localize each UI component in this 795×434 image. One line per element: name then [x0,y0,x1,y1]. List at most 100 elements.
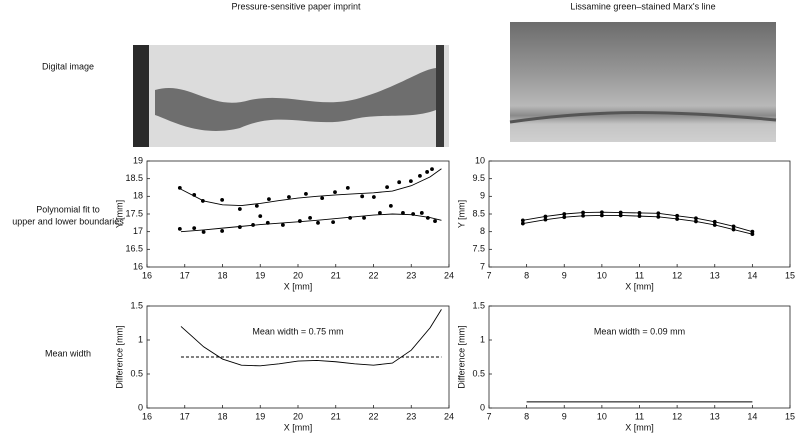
x-tick-label: 16 [142,411,152,421]
x-tick-label: 23 [406,411,416,421]
x-tick-label: 17 [180,270,190,280]
x-tick-label: 12 [672,411,682,421]
y-tick-label: 0 [480,402,485,412]
x-tick-label: 11 [635,411,644,421]
data-point [220,229,225,233]
data-point [543,214,548,219]
y-axis-label: Difference [mm] [114,325,124,388]
plot-frame [488,305,791,409]
x-tick-label: 12 [672,270,682,280]
data-point [345,185,350,190]
x-axis-label: X [mm] [284,281,313,291]
y-tick-label: 1 [480,334,485,344]
y-tick-label: 16.5 [125,244,143,254]
x-tick-label: 20 [293,411,303,421]
x-tick-label: 8 [524,270,529,280]
x-axis-label: X [mm] [625,281,654,291]
x-tick-label: 7 [486,411,491,421]
data-line [522,211,753,233]
data-point [297,219,302,223]
row-label: Mean width [45,348,91,358]
imprint-image [133,45,449,147]
y-tick-label: 0 [138,402,143,412]
data-point [581,213,585,218]
marx-line-image [509,22,777,142]
x-tick-label: 23 [406,270,416,280]
x-tick-label: 15 [785,411,795,421]
data-point [192,226,197,231]
data-point [258,214,263,219]
x-tick-label: 21 [331,270,341,280]
y-tick-label: 9.5 [472,173,485,183]
y-axis-label: Y [mm] [114,200,124,228]
x-tick-label: 21 [331,411,341,421]
y-tick-label: 1.5 [472,300,485,310]
data-point [419,211,424,215]
y-tick-label: 19 [133,155,143,165]
data-point [599,213,604,218]
data-point [712,223,717,227]
data-point [712,219,717,224]
y-tick-label: 10 [475,155,485,165]
data-point [418,173,422,178]
x-tick-label: 8 [524,411,529,421]
x-tick-label: 16 [142,270,152,280]
data-point [562,215,567,220]
data-point [425,170,430,174]
row-label: upper and lower boundaries [12,216,124,226]
data-point [581,210,585,215]
data-point [333,190,337,194]
y-tick-label: 1.5 [130,300,143,310]
data-point [694,219,698,224]
data-line [180,213,442,233]
data-point [637,211,642,215]
data-point [308,215,312,220]
data-point [362,215,366,220]
data-point [331,220,336,225]
data-point [694,216,698,221]
data-point [388,203,393,208]
y-tick-label: 8 [480,226,485,236]
x-tick-label: 22 [368,270,378,280]
data-point [675,213,680,218]
x-tick-label: 18 [217,270,227,280]
y-tick-label: 9 [480,191,485,201]
data-point [408,179,413,184]
data-point [731,224,736,229]
data-point [237,207,242,211]
data-point [543,217,548,222]
row-label: Polynomial fit to [36,204,100,214]
x-axis-label: X [mm] [625,422,654,432]
x-tick-label: 7 [486,270,491,280]
x-tick-label: 11 [635,270,644,280]
x-tick-label: 15 [785,270,795,280]
column-title: Pressure-sensitive paper imprint [231,1,361,11]
data-point [637,214,642,219]
y-axis-label: Difference [mm] [456,325,466,388]
x-tick-label: 24 [444,411,454,421]
data-point [520,221,525,226]
data-line [180,168,442,206]
x-tick-label: 22 [368,411,378,421]
data-point [599,210,604,215]
data-point [316,220,320,225]
x-tick-label: 13 [710,270,720,280]
data-point [254,203,259,208]
x-tick-label: 24 [444,270,454,280]
data-point [562,212,567,216]
data-point [320,196,325,201]
y-tick-label: 17.5 [125,208,143,218]
data-point [287,195,291,199]
data-point [397,180,402,185]
data-point [304,191,308,196]
data-point [177,226,182,231]
x-tick-label: 14 [747,411,757,421]
data-point [177,185,182,190]
y-tick-label: 0.5 [130,368,143,378]
data-point [520,218,525,223]
x-tick-label: 19 [255,411,265,421]
y-tick-label: 18.5 [125,173,143,183]
data-point [378,211,382,215]
data-point [433,219,437,223]
